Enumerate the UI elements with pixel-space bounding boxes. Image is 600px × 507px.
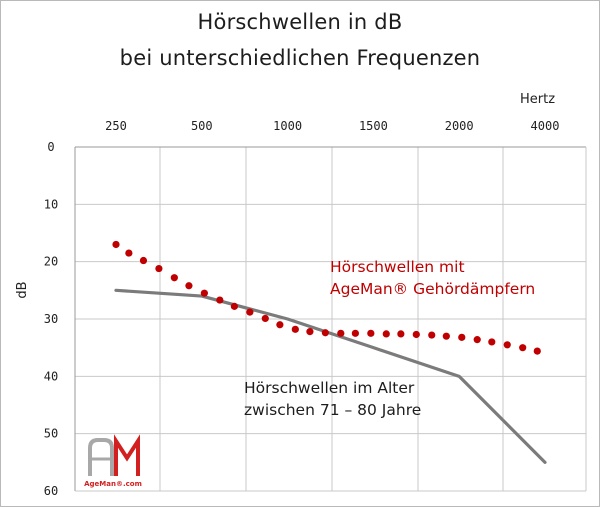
series-point-ageman	[216, 296, 224, 304]
x-tick-label: 1500	[359, 119, 388, 133]
series-point-ageman	[291, 325, 299, 333]
series-point-ageman	[170, 274, 178, 282]
logo-caption: AgeMan®.com	[84, 480, 142, 488]
series-point-ageman	[428, 331, 436, 339]
series-point-ageman	[458, 333, 466, 341]
x-tick-label: 1000	[273, 119, 302, 133]
series-point-ageman	[185, 282, 193, 290]
y-axis-label: dB	[15, 281, 30, 298]
series-point-ageman	[473, 336, 481, 344]
series-point-ageman	[503, 341, 511, 349]
series-point-ageman	[261, 314, 269, 323]
chart-title: Hörschwellen in dB	[197, 10, 403, 34]
series-point-ageman	[397, 330, 405, 338]
x-tick-label: 2000	[445, 119, 474, 133]
x-tick-label: 250	[105, 119, 127, 133]
logo-letter-m	[114, 434, 140, 476]
series-point-ageman	[200, 289, 208, 297]
x-axis-unit-label: Hertz	[520, 92, 556, 107]
series-point-ageman	[412, 330, 420, 339]
series-point-ageman	[230, 302, 239, 310]
series-point-ageman	[442, 332, 450, 340]
y-tick-label: 10	[44, 197, 58, 211]
series-point-ageman	[306, 328, 314, 336]
annotation-ageman-line: Hörschwellen mit	[330, 258, 465, 276]
annotation-alter-line: Hörschwellen im Alter	[244, 379, 415, 397]
series-point-ageman	[351, 329, 359, 337]
y-tick-label: 0	[47, 140, 54, 154]
series-point-ageman	[519, 344, 527, 352]
y-tick-label: 50	[44, 427, 58, 441]
y-tick-label: 30	[44, 312, 58, 326]
series-point-ageman	[155, 264, 163, 273]
x-tick-label: 4000	[531, 119, 560, 133]
chart-subtitle: bei unterschiedlichen Frequenzen	[119, 46, 481, 70]
series-point-ageman	[125, 249, 133, 257]
series-point-ageman	[533, 347, 541, 355]
annotation-ageman-line: AgeMan® Gehördämpfern	[330, 280, 535, 298]
series-line-alter	[114, 288, 547, 464]
series-point-ageman	[276, 321, 284, 329]
y-tick-label: 40	[44, 369, 58, 383]
annotation-alter-line: zwischen 71 – 80 Jahre	[244, 401, 421, 419]
series-point-ageman	[337, 329, 345, 337]
series-point-ageman	[139, 256, 148, 265]
series-point-ageman	[367, 329, 375, 337]
series-point-ageman	[321, 329, 329, 337]
series-point-ageman	[246, 308, 254, 316]
x-tick-label: 500	[191, 119, 213, 133]
series-point-ageman	[112, 240, 120, 249]
logo-letter-a	[88, 438, 114, 476]
y-tick-label: 20	[44, 255, 58, 269]
series-point-ageman	[382, 330, 390, 338]
series-point-ageman	[488, 338, 496, 346]
ageman-logo: AgeMan®.com	[84, 434, 142, 488]
y-tick-label: 60	[44, 484, 58, 498]
